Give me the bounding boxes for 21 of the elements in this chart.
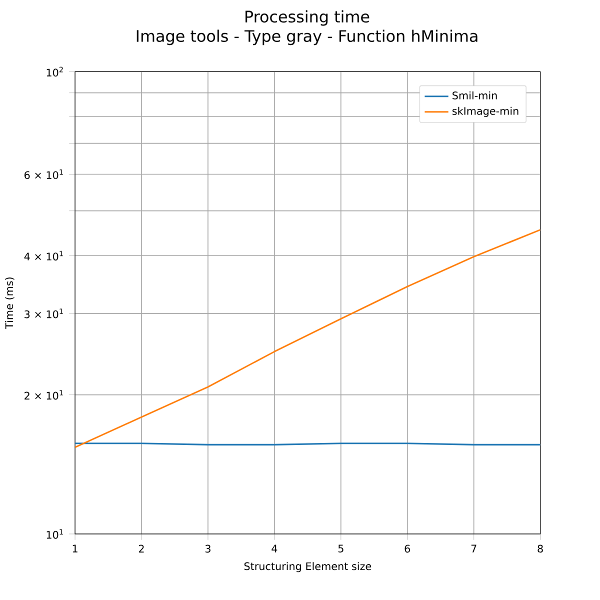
x-tick-label: 4 [272,544,278,552]
y-tick-label: 4 × 10$^{1}$ [24,250,63,260]
x-tick-label: 8 [538,544,543,553]
y-tick-label: 10$^{2}$ [46,66,63,77]
chart-title: Processing time [246,10,370,26]
x-tick-label: 2 [138,544,144,552]
x-tick-label: 3 [205,544,210,553]
y-tick-label: 2 × 10$^{1}$ [24,390,63,400]
x-axis-title: Structuring Element size [244,562,372,572]
y-axis-title: Time (ms) [5,278,14,330]
chart-subtitle: Image tools - Type gray - Function hMinima [136,30,478,46]
y-tick-label: 3 × 10$^{1}$ [24,308,63,318]
y-tick-label: 10$^{1}$ [46,529,63,539]
x-tick-label: 1 [72,544,78,552]
x-tick-label: 7 [471,544,476,552]
x-tick-label: 5 [338,544,344,552]
y-tick-label: 6 × 10$^{1}$ [24,169,63,180]
legend-label: skImage-min [452,106,518,117]
legend-label: Smil-min [452,91,497,100]
x-tick-label: 6 [404,544,410,553]
line-series [75,229,540,448]
